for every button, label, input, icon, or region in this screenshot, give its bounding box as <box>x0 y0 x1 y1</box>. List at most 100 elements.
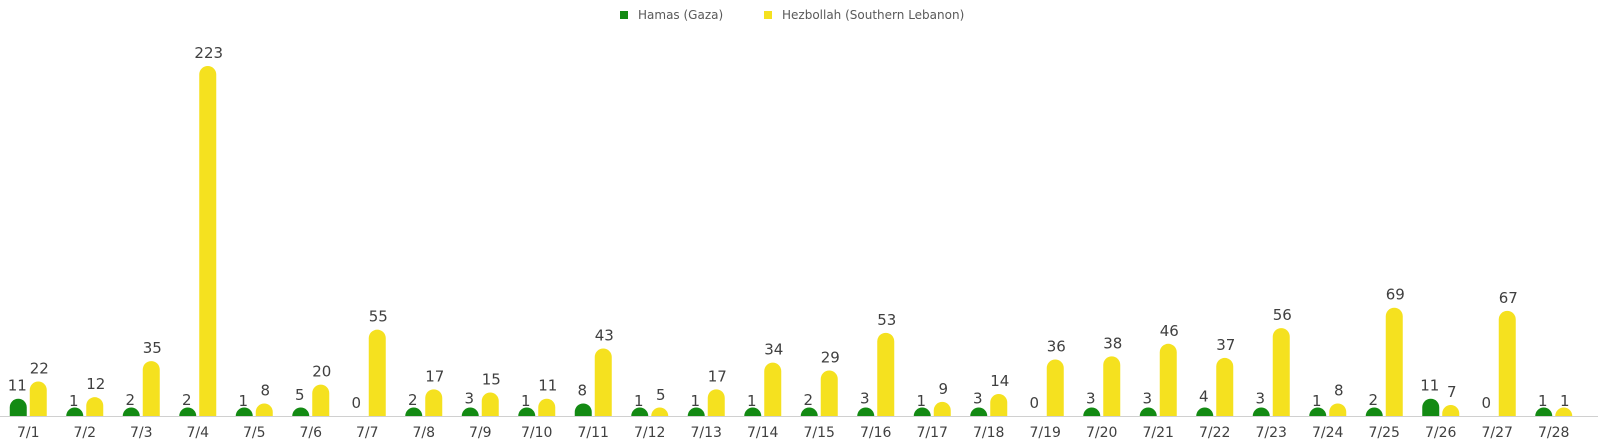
hezbollah-bar <box>1442 405 1460 416</box>
hamas-bar <box>405 407 423 416</box>
hamas-bar <box>461 407 479 416</box>
hezbollah-data-label: 7 <box>1447 383 1457 401</box>
x-tick-label: 7/28 <box>1538 425 1569 441</box>
x-tick-label: 7/4 <box>186 425 209 441</box>
hamas-bar <box>744 407 762 416</box>
x-tick-label: 7/13 <box>691 425 722 441</box>
hezbollah-bar <box>29 381 47 416</box>
x-tick-label: 7/9 <box>469 425 492 441</box>
hamas-data-label: 11 <box>1420 377 1439 395</box>
hamas-bar <box>179 407 197 416</box>
legend-swatch-hamas <box>620 11 628 19</box>
hezbollah-bar <box>707 389 725 416</box>
x-tick-label: 7/14 <box>747 425 779 441</box>
hezbollah-data-label: 9 <box>938 380 948 398</box>
hezbollah-data-label: 46 <box>1160 322 1179 340</box>
hamas-data-label: 1 <box>634 392 644 410</box>
x-tick-label: 7/25 <box>1369 425 1400 441</box>
hezbollah-data-label: 35 <box>143 339 162 357</box>
hamas-data-label: 3 <box>1142 389 1152 407</box>
hamas-bar <box>970 407 988 416</box>
hamas-bar <box>1535 407 1553 416</box>
hezbollah-data-label: 20 <box>312 363 331 381</box>
hamas-data-label: 1 <box>690 392 700 410</box>
x-tick-label: 7/1 <box>17 425 40 441</box>
x-tick-label: 7/23 <box>1256 425 1287 441</box>
hezbollah-data-label: 34 <box>764 341 783 359</box>
hamas-data-label: 3 <box>860 389 870 407</box>
hamas-bar <box>574 403 592 416</box>
hamas-data-label: 3 <box>1255 389 1265 407</box>
hamas-bar <box>1365 407 1383 416</box>
hamas-data-label: 2 <box>125 391 135 409</box>
hezbollah-bar <box>1159 343 1177 416</box>
x-tick-label: 7/19 <box>1030 425 1061 441</box>
hamas-bar <box>913 407 931 416</box>
hamas-data-label: 1 <box>916 392 926 410</box>
hamas-bar <box>292 407 310 416</box>
hamas-data-label: 1 <box>747 392 757 410</box>
hamas-data-label: 1 <box>1538 392 1548 410</box>
legend-swatch-hezbollah <box>764 11 772 19</box>
hamas-bar <box>687 407 705 416</box>
x-tick-label: 7/2 <box>73 425 96 441</box>
hezbollah-bar <box>820 370 838 416</box>
hamas-data-label: 0 <box>351 394 361 412</box>
hamas-bar <box>9 398 27 416</box>
hezbollah-bar <box>142 361 160 416</box>
hezbollah-bar <box>1046 359 1064 416</box>
hamas-data-label: 11 <box>8 377 27 395</box>
x-tick-label: 7/15 <box>804 425 835 441</box>
hezbollah-bar <box>199 66 217 416</box>
hamas-bar <box>857 407 875 416</box>
x-tick-label: 7/10 <box>521 425 552 441</box>
hamas-data-label: 3 <box>973 389 983 407</box>
hezbollah-data-label: 8 <box>1334 381 1344 399</box>
x-tick-label: 7/17 <box>917 425 948 441</box>
legend-label-hezbollah: Hezbollah (Southern Lebanon) <box>782 8 964 22</box>
hezbollah-bar <box>255 403 273 416</box>
hamas-bar <box>1139 407 1157 416</box>
hezbollah-bar <box>425 389 443 416</box>
hamas-bar <box>518 407 536 416</box>
x-tick-label: 7/27 <box>1482 425 1513 441</box>
hezbollah-bar <box>86 397 104 416</box>
hamas-data-label: 3 <box>464 389 474 407</box>
hezbollah-data-label: 36 <box>1047 337 1066 355</box>
hamas-data-label: 0 <box>1481 394 1491 412</box>
x-tick-label: 7/7 <box>356 425 379 441</box>
hezbollah-bar <box>1385 307 1403 416</box>
legend-label-hamas: Hamas (Gaza) <box>638 8 723 22</box>
hamas-data-label: 3 <box>1086 389 1096 407</box>
hezbollah-bar <box>594 348 612 416</box>
x-tick-label: 7/6 <box>299 425 322 441</box>
hezbollah-data-label: 17 <box>425 367 444 385</box>
hamas-bar <box>1309 407 1327 416</box>
hezbollah-data-label: 15 <box>482 370 501 388</box>
hezbollah-bar <box>877 332 895 416</box>
hamas-data-label: 1 <box>69 392 79 410</box>
x-tick-label: 7/20 <box>1086 425 1117 441</box>
hamas-data-label: 4 <box>1199 388 1209 406</box>
hamas-data-label: 2 <box>408 391 418 409</box>
hezbollah-data-label: 1 <box>1560 392 1570 410</box>
hamas-bar <box>800 407 818 416</box>
hezbollah-bar <box>990 394 1008 416</box>
hezbollah-data-label: 55 <box>369 308 388 326</box>
hezbollah-data-label: 17 <box>708 367 727 385</box>
hamas-bar <box>66 407 84 416</box>
hezbollah-bar <box>1272 328 1290 416</box>
hezbollah-bar <box>481 392 499 416</box>
hezbollah-data-label: 69 <box>1386 286 1405 304</box>
hezbollah-bar <box>1329 403 1347 416</box>
hamas-bar <box>1422 398 1440 416</box>
hezbollah-data-label: 43 <box>595 327 614 345</box>
hezbollah-data-label: 53 <box>877 311 896 329</box>
hezbollah-data-label: 37 <box>1216 336 1235 354</box>
hamas-data-label: 2 <box>182 391 192 409</box>
hezbollah-data-label: 223 <box>194 44 223 62</box>
hamas-bar <box>1083 407 1101 416</box>
hezbollah-bar <box>368 329 386 416</box>
hamas-bar <box>235 407 253 416</box>
